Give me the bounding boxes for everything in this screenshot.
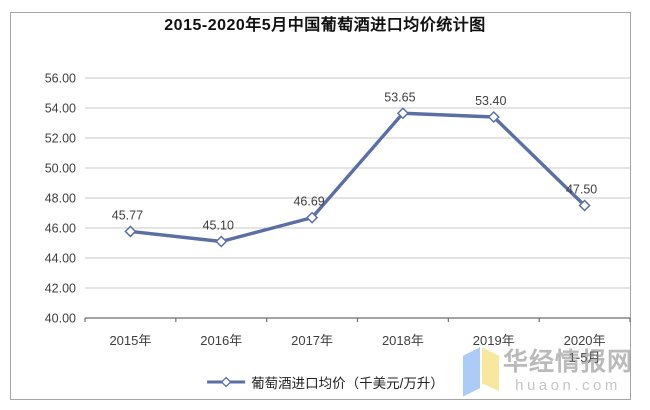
huaon-logo-icon [462, 347, 500, 397]
watermark-brand: 华经情报网 [502, 347, 633, 376]
legend: 葡萄酒进口均价（千美元/万升） [206, 372, 444, 392]
chart-frame [10, 12, 631, 400]
legend-series-label: 葡萄酒进口均价（千美元/万升） [251, 376, 444, 391]
watermark: 华经情报网 huaon.com [462, 345, 633, 397]
chart-title: 2015-2020年5月中国葡萄酒进口均价统计图 [164, 17, 486, 34]
watermark-text: 华经情报网 huaon.com [502, 347, 633, 394]
legend-line-marker-icon [207, 376, 246, 388]
watermark-domain: huaon.com [515, 376, 621, 394]
